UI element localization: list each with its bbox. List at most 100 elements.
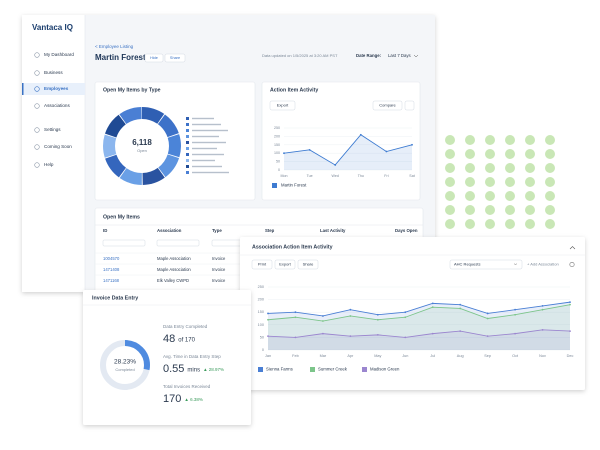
dot	[545, 163, 555, 173]
hide-button[interactable]	[144, 53, 164, 63]
toolbar-label[interactable]: Print	[258, 262, 267, 267]
point	[569, 301, 571, 304]
legend-swatch	[186, 165, 189, 168]
series-area	[284, 134, 412, 170]
x-tick-label: Apr	[347, 354, 354, 358]
toolbar-label[interactable]: Export	[279, 262, 291, 267]
dot	[465, 163, 475, 173]
nav-item[interactable]: Business	[44, 70, 63, 75]
nav-item[interactable]: Help	[44, 162, 54, 167]
cell: Invoice	[212, 267, 226, 272]
toolbar-button[interactable]	[297, 259, 319, 270]
legend-label: Madison Green	[370, 367, 400, 372]
point	[486, 312, 489, 315]
point	[267, 312, 269, 315]
series-line	[267, 329, 571, 338]
date-range[interactable]: Last 7 Days	[388, 53, 411, 58]
nav-item[interactable]: Employees	[44, 86, 69, 91]
point	[385, 150, 388, 153]
legend-text	[192, 171, 229, 174]
export-label[interactable]: Export	[277, 103, 289, 108]
share-label[interactable]: Share	[170, 56, 180, 60]
legend-label: Sienna Farms	[266, 367, 293, 372]
donut-segment	[103, 107, 181, 185]
legend-swatch	[186, 153, 189, 156]
y-tick-label: 250	[258, 285, 264, 289]
legend-swatch	[272, 183, 277, 188]
dot	[485, 191, 495, 201]
legend-text	[192, 159, 215, 162]
series-line	[283, 134, 413, 166]
point	[459, 303, 462, 306]
nav-item[interactable]: My Dashboard	[44, 52, 74, 57]
dot	[525, 177, 535, 187]
dot	[465, 135, 475, 145]
legend-text	[192, 141, 226, 144]
dot	[505, 219, 515, 229]
settings-button[interactable]	[404, 100, 415, 111]
point	[541, 305, 544, 307]
point	[376, 313, 379, 316]
legend-text	[192, 153, 224, 156]
dot	[465, 191, 475, 201]
collapse[interactable]	[569, 246, 576, 250]
toolbar-label[interactable]: Share	[303, 262, 314, 267]
donut-label: Open	[137, 148, 147, 153]
dot	[485, 163, 495, 173]
filter-input[interactable]	[102, 239, 146, 247]
point	[486, 317, 489, 320]
dropdown[interactable]	[449, 259, 523, 270]
point	[541, 328, 544, 331]
hide-label[interactable]: Hide	[150, 56, 158, 60]
percent: 28.23%	[114, 359, 136, 366]
export-button[interactable]	[269, 100, 296, 111]
point	[541, 308, 544, 311]
point	[404, 336, 407, 339]
dot	[465, 177, 475, 187]
point	[459, 307, 462, 310]
dot	[445, 219, 455, 229]
legend-text	[192, 123, 221, 126]
dot	[445, 149, 455, 159]
x-tick-label: Mon	[281, 174, 288, 178]
x-tick-label: May	[374, 354, 381, 358]
dot	[465, 219, 475, 229]
x-tick-label: Sat	[409, 174, 414, 178]
panel-title: Open My Items	[103, 214, 140, 220]
cell[interactable]: 1004570	[103, 256, 120, 261]
nav-item[interactable]: Coming Soon	[44, 144, 72, 149]
point	[322, 320, 324, 322]
point	[514, 332, 516, 335]
cell: Invoice	[212, 256, 226, 261]
toolbar-button[interactable]	[251, 259, 273, 270]
compare-label[interactable]: Compare	[379, 103, 396, 108]
dot	[545, 177, 555, 187]
point	[322, 332, 324, 335]
legend-swatch	[310, 367, 315, 372]
y-tick-label: 50	[260, 335, 264, 339]
nav-icon	[34, 144, 40, 150]
gear[interactable]	[569, 261, 575, 267]
panel-title: Open My Items by Type	[103, 87, 161, 93]
breadcrumb[interactable]: < Employee Listing	[95, 44, 134, 49]
nav-icon	[34, 103, 40, 109]
x-tick-label: Fri	[384, 174, 388, 178]
compare-button[interactable]	[372, 100, 403, 111]
nav-item[interactable]: Settings	[44, 127, 61, 132]
filter-input[interactable]	[156, 239, 200, 247]
nav-icon	[34, 52, 40, 58]
x-tick-label: Jul	[430, 354, 435, 358]
point	[411, 143, 413, 146]
column-header: Last Activity	[320, 228, 346, 233]
cell: Maple Association	[157, 267, 191, 272]
share-button[interactable]	[164, 53, 186, 63]
legend-swatch	[258, 367, 263, 372]
x-tick-label: Jun	[402, 354, 408, 358]
cell[interactable]: 1471168	[103, 278, 120, 283]
nav-item[interactable]: Associations	[44, 103, 70, 108]
dot	[545, 149, 555, 159]
dropdown-label[interactable]: AHC Requests	[454, 262, 480, 267]
toolbar-button[interactable]	[274, 259, 296, 270]
cell[interactable]: 1471408	[103, 267, 120, 272]
add-association[interactable]: + Add Association	[527, 262, 559, 267]
